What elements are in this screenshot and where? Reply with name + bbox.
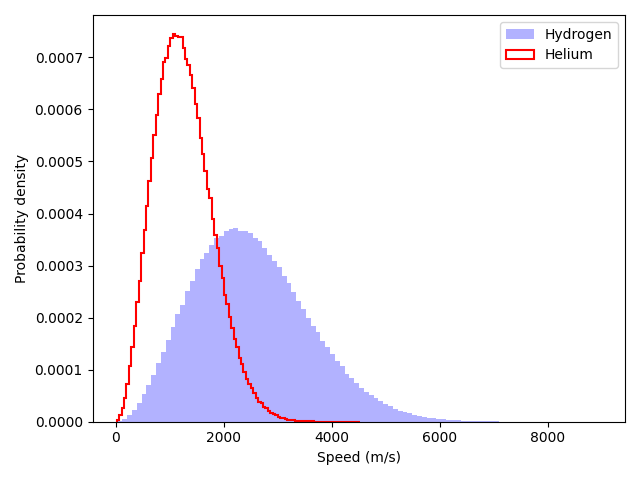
Bar bbox=[456, 420, 461, 422]
Bar bbox=[431, 419, 436, 422]
X-axis label: Speed (m/s): Speed (m/s) bbox=[317, 451, 401, 465]
Bar bbox=[147, 384, 151, 422]
Bar bbox=[344, 374, 349, 422]
Bar bbox=[228, 229, 234, 422]
Bar bbox=[436, 419, 442, 422]
Bar bbox=[306, 318, 311, 422]
Bar bbox=[417, 416, 422, 422]
Bar bbox=[209, 245, 214, 422]
Bar bbox=[137, 403, 141, 422]
Bar bbox=[388, 406, 393, 422]
Bar bbox=[335, 361, 340, 422]
Bar bbox=[243, 231, 248, 422]
Bar bbox=[321, 341, 325, 422]
Y-axis label: Probability density: Probability density bbox=[15, 154, 29, 283]
Bar bbox=[156, 363, 161, 422]
Bar bbox=[234, 228, 238, 422]
Bar bbox=[470, 421, 475, 422]
Bar bbox=[132, 410, 137, 422]
Bar bbox=[195, 269, 200, 422]
Bar bbox=[340, 366, 344, 422]
Bar bbox=[287, 283, 291, 422]
Bar bbox=[175, 314, 180, 422]
Bar bbox=[349, 378, 355, 422]
Bar bbox=[316, 332, 321, 422]
Bar bbox=[301, 309, 306, 422]
Bar bbox=[296, 300, 301, 422]
Bar bbox=[166, 340, 171, 422]
Bar bbox=[151, 375, 156, 422]
Bar bbox=[475, 421, 480, 422]
Bar bbox=[422, 417, 427, 422]
Bar bbox=[180, 305, 185, 422]
Bar bbox=[393, 409, 398, 422]
Bar bbox=[383, 404, 388, 422]
Bar bbox=[185, 291, 190, 422]
Bar bbox=[291, 292, 296, 422]
Bar bbox=[238, 231, 243, 422]
Bar bbox=[190, 281, 195, 422]
Bar bbox=[204, 253, 209, 422]
Bar bbox=[311, 326, 316, 422]
Bar bbox=[200, 260, 204, 422]
Bar bbox=[412, 415, 417, 422]
Legend: Hydrogen, Helium: Hydrogen, Helium bbox=[500, 22, 618, 68]
Bar bbox=[253, 238, 258, 422]
Bar bbox=[268, 255, 272, 422]
Bar bbox=[465, 421, 470, 422]
Bar bbox=[127, 415, 132, 422]
Bar bbox=[403, 412, 408, 422]
Bar bbox=[141, 394, 147, 422]
Bar bbox=[277, 266, 282, 422]
Bar bbox=[369, 396, 374, 422]
Bar bbox=[427, 418, 431, 422]
Bar bbox=[219, 236, 224, 422]
Bar bbox=[451, 420, 456, 422]
Bar bbox=[171, 327, 175, 422]
Bar bbox=[398, 410, 403, 422]
Bar bbox=[282, 276, 287, 422]
Bar bbox=[118, 421, 122, 422]
Bar bbox=[330, 354, 335, 422]
Bar bbox=[262, 248, 268, 422]
Bar bbox=[122, 419, 127, 422]
Bar bbox=[446, 420, 451, 422]
Bar bbox=[374, 398, 378, 422]
Bar bbox=[258, 240, 262, 422]
Bar bbox=[461, 420, 465, 422]
Bar bbox=[325, 347, 330, 422]
Bar bbox=[224, 231, 228, 422]
Bar bbox=[442, 419, 446, 422]
Bar bbox=[359, 387, 364, 422]
Bar bbox=[214, 238, 219, 422]
Bar bbox=[355, 383, 359, 422]
Bar bbox=[248, 233, 253, 422]
Bar bbox=[364, 392, 369, 422]
Bar bbox=[161, 352, 166, 422]
Bar bbox=[378, 401, 383, 422]
Bar bbox=[272, 261, 277, 422]
Bar bbox=[408, 413, 412, 422]
